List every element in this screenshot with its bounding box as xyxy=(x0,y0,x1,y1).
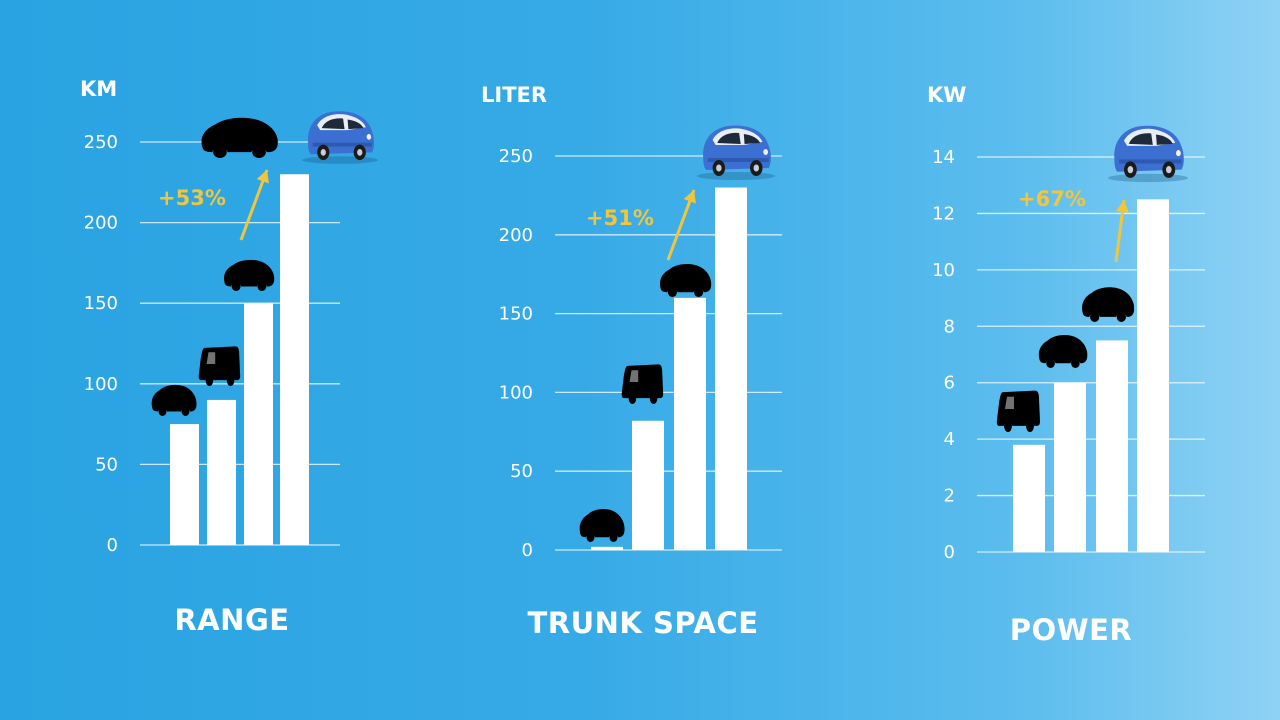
bar xyxy=(1096,340,1128,552)
bar xyxy=(715,187,747,550)
blue-microlino-car-icon xyxy=(1108,125,1188,183)
tick-label: 100 xyxy=(84,374,118,395)
arrow-head-icon xyxy=(1116,200,1129,213)
black-car-silhouette-icon xyxy=(1038,335,1088,368)
increase-arrow-line xyxy=(239,169,269,241)
tick-label: 6 xyxy=(944,373,955,394)
tick-label: 10 xyxy=(932,260,955,281)
tick-label: 0 xyxy=(944,542,955,563)
bar xyxy=(591,546,623,550)
increase-percent-label: +67% xyxy=(1018,187,1086,211)
black-quadricycle-silhouette-icon xyxy=(621,364,664,404)
tick-label: 50 xyxy=(95,454,118,475)
bar xyxy=(674,297,706,550)
tick-label: 150 xyxy=(84,293,118,314)
arrow-head-icon xyxy=(256,170,269,184)
chart-title: POWER xyxy=(1010,613,1133,647)
chart-title: RANGE xyxy=(174,603,289,637)
tick-label: 50 xyxy=(510,461,533,482)
tick-label: 8 xyxy=(944,316,955,337)
bar xyxy=(1137,199,1169,553)
tick-label: 0 xyxy=(522,540,533,561)
tick-label: 150 xyxy=(499,304,533,325)
tick-label: 14 xyxy=(932,147,955,168)
black-quadricycle-silhouette-icon xyxy=(198,346,241,386)
unit-label: KM xyxy=(80,77,117,101)
tick-label: 200 xyxy=(84,213,118,234)
black-car-silhouette-icon xyxy=(1082,287,1135,322)
blue-microlino-car-icon xyxy=(697,125,775,180)
black-quadricycle-silhouette-icon xyxy=(996,390,1040,432)
bar xyxy=(170,424,199,545)
black-car-silhouette-icon xyxy=(201,117,278,158)
black-car-silhouette-icon xyxy=(579,509,625,542)
bar xyxy=(1054,382,1086,552)
increase-percent-label: +53% xyxy=(158,186,226,210)
blue-microlino-car-icon xyxy=(302,111,378,164)
tick-label: 4 xyxy=(944,429,955,450)
chart-2: KW 0 2 4 6 8 10 12 14 +67% POWER xyxy=(927,83,1205,647)
bar xyxy=(244,303,273,545)
tick-label: 12 xyxy=(932,203,955,224)
chart-0: KM 0 50 100 150 200 250 +53% RANGE xyxy=(80,77,378,637)
increase-arrow-line xyxy=(666,189,696,261)
tick-label: 2 xyxy=(944,486,955,507)
bar xyxy=(280,174,309,546)
tick-label: 0 xyxy=(107,535,118,556)
tick-label: 100 xyxy=(499,382,533,403)
unit-label: LITER xyxy=(481,83,547,107)
chart-1: LITER 0 50 100 150 200 250 +51% TRUNK SPACE xyxy=(481,83,782,640)
tick-label: 200 xyxy=(499,225,533,246)
black-car-silhouette-icon xyxy=(151,384,197,416)
arrow-head-icon xyxy=(683,190,696,204)
tick-label: 250 xyxy=(84,132,118,153)
black-car-silhouette-icon xyxy=(223,259,275,291)
unit-label: KW xyxy=(927,83,966,107)
tick-label: 250 xyxy=(499,146,533,167)
chart-title: TRUNK SPACE xyxy=(527,606,758,640)
black-car-silhouette-icon xyxy=(660,264,712,297)
bar xyxy=(632,420,664,550)
increase-percent-label: +51% xyxy=(586,206,654,230)
bar xyxy=(1013,444,1045,552)
bar xyxy=(207,399,236,545)
